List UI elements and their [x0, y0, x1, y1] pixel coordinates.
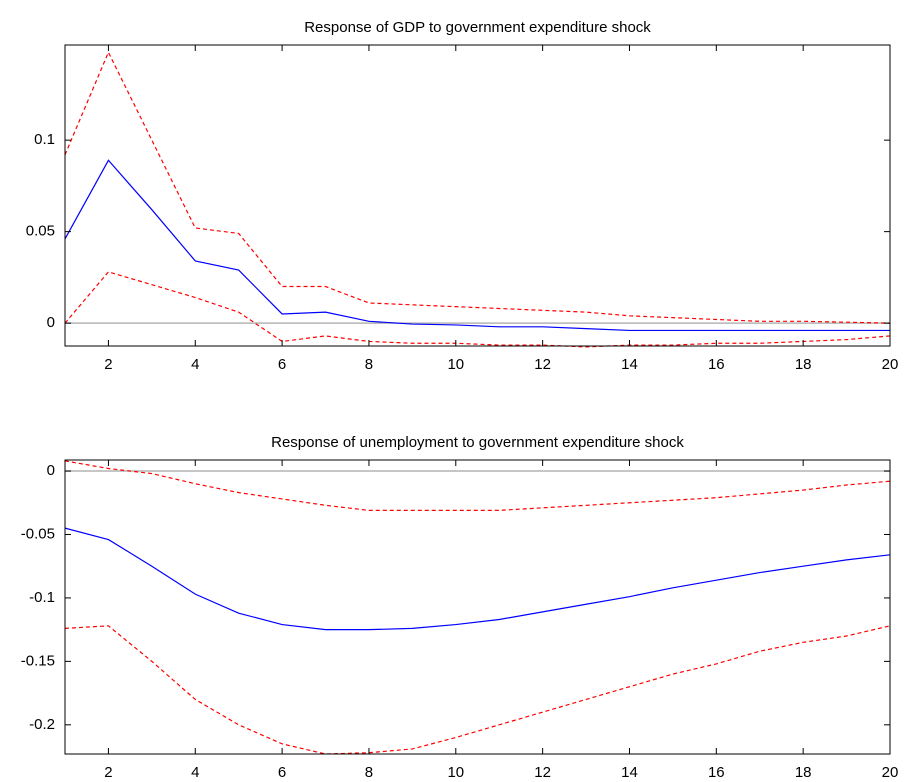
y-tick-label: -0.15: [21, 652, 55, 669]
y-tick-label: 0.1: [34, 131, 55, 148]
plot-area: [65, 460, 890, 754]
x-tick-label: 6: [278, 356, 286, 373]
series-line: [64, 50, 891, 324]
x-tick-label: 18: [795, 356, 812, 373]
plot-frame: [64, 44, 891, 347]
x-tick-label: 18: [795, 764, 812, 781]
x-tick-label: 16: [708, 764, 725, 781]
plot-frame: [64, 459, 891, 755]
series-line: [64, 159, 890, 332]
y-tick-label: 0: [47, 314, 55, 331]
y-tick-label: 0: [47, 462, 55, 479]
plot-area: [65, 45, 890, 346]
x-tick-label: 2: [104, 764, 112, 781]
x-tick-label: 14: [621, 764, 638, 781]
y-tick-label: 0.05: [26, 223, 55, 240]
x-tick-label: 12: [534, 356, 551, 373]
x-tick-label: 8: [365, 764, 373, 781]
x-tick-label: 10: [447, 356, 464, 373]
y-tick-label: -0.05: [21, 525, 55, 542]
series-line: [64, 527, 891, 631]
y-tick-label: -0.2: [29, 716, 55, 733]
x-tick-label: 10: [447, 764, 464, 781]
series-line: [64, 460, 891, 511]
x-tick-label: 4: [191, 356, 199, 373]
x-tick-label: 4: [191, 764, 199, 781]
x-tick-label: 16: [708, 356, 725, 373]
x-tick-label: 2: [104, 356, 112, 373]
x-tick-label: 12: [534, 764, 551, 781]
x-tick-label: 8: [365, 356, 373, 373]
x-tick-label: 6: [278, 764, 286, 781]
chart-title: Response of GDP to government expenditur…: [304, 19, 651, 36]
x-tick-label: 20: [882, 764, 899, 781]
y-tick-label: -0.1: [29, 589, 55, 606]
chart-title: Response of unemployment to government e…: [271, 434, 684, 451]
x-tick-label: 14: [621, 356, 638, 373]
x-tick-label: 20: [882, 356, 899, 373]
